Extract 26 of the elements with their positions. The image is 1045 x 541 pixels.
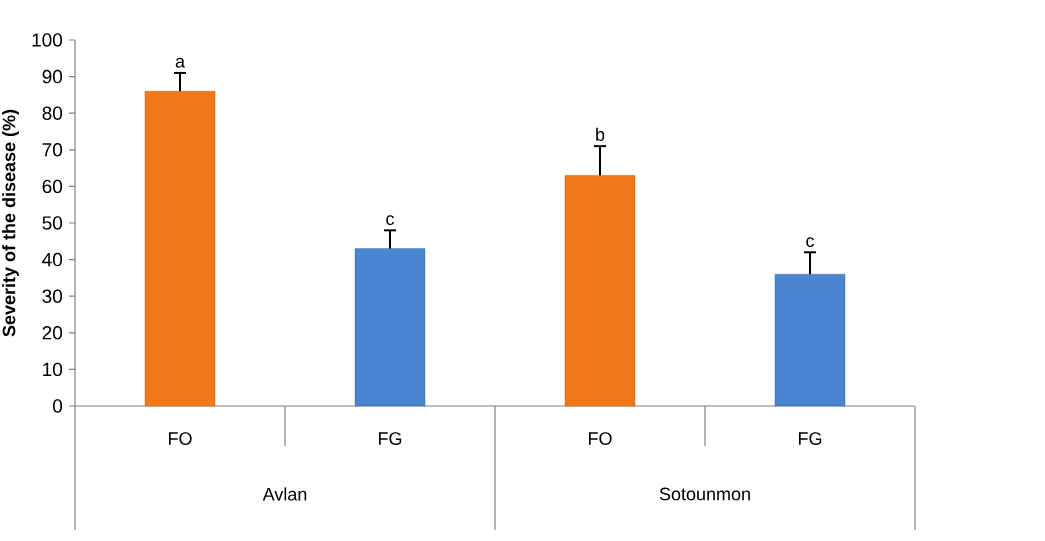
annotation: c: [806, 237, 815, 248]
y-tick-label: 60: [42, 179, 63, 194]
x-tick-label: FO: [589, 432, 612, 445]
y-tick-label: 70: [42, 143, 63, 157]
x-tick-label: FG: [379, 432, 402, 445]
bar: [354, 248, 426, 407]
y-tick-label: 90: [42, 69, 63, 84]
y-tick-label: 100: [32, 33, 63, 47]
y-tick-label: 10: [43, 362, 63, 377]
bar: [144, 91, 216, 407]
y-axis-title: Severity of the disease (%): [2, 109, 19, 337]
bar: [774, 274, 846, 407]
y-tick-label: 80: [42, 106, 63, 120]
annotation: b: [596, 127, 605, 141]
y-tick-label: 50: [42, 216, 63, 230]
y-tick-label: 40: [42, 252, 63, 267]
y-tick-label: 20: [42, 326, 63, 340]
y-tick-label: 30: [42, 289, 63, 303]
y-tick-label: 0: [52, 399, 63, 413]
x-tick-label: FO: [169, 432, 192, 445]
x-tick-label: FG: [799, 432, 822, 445]
text: Avlan: [262, 487, 307, 501]
text: Sotounmon: [659, 487, 750, 501]
bar: [564, 175, 636, 407]
annotation: c: [386, 215, 395, 226]
annotation: a: [175, 57, 186, 68]
